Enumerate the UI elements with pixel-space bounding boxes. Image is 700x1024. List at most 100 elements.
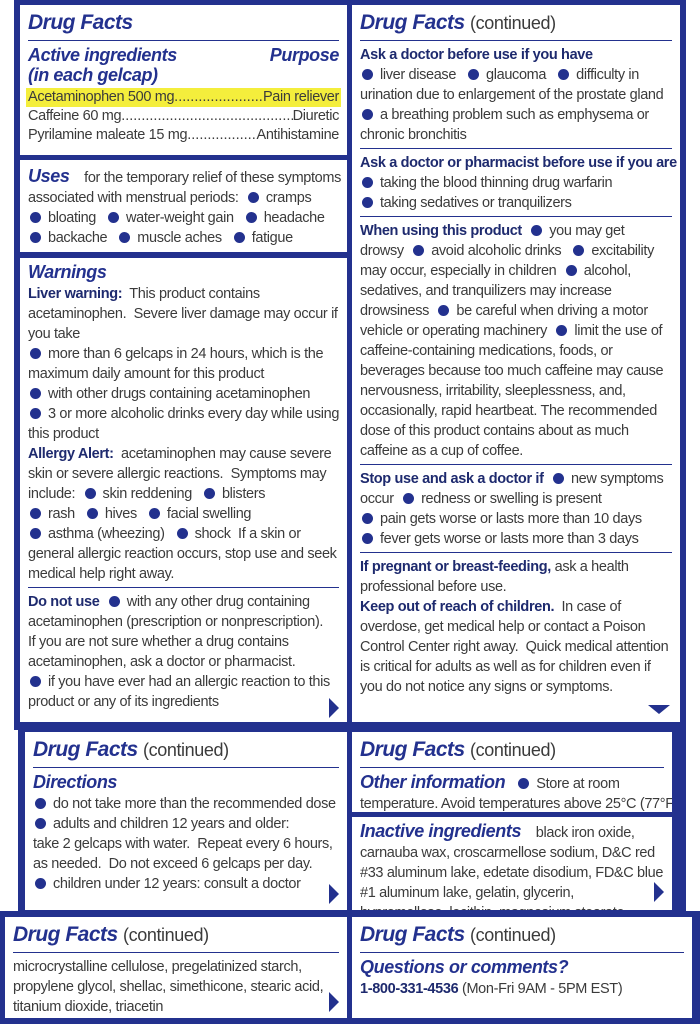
bullet-text: you may get [549,223,625,239]
inactive-ingredients-panel: Inactive ingredients black iron oxide, ca… [352,817,672,910]
continue-arrow-icon [329,698,339,718]
bullet-text: fever gets worse or lasts more than 3 da… [380,531,639,547]
bullet-text: skin reddening [102,486,193,502]
bullet-icon [30,408,41,419]
active-ingredient-row: Caffeine 60 mg Diuretic [26,107,341,126]
text-line: maximum daily amount for this product [28,364,339,384]
bold-label: Stop use and ask a doctor if [360,471,544,487]
body-text: acetaminophen (prescription or nonprescr… [28,614,324,630]
text-line: 1-800-331-4536 (Mon-Fri 9AM - 5PM EST) [360,979,684,999]
body-text: dose of this product contains about as m… [360,423,629,439]
bullet-icon [362,197,373,208]
bullet-icon [362,69,373,80]
bullet-icon [108,212,119,223]
bullet-icon [468,69,480,80]
continue-down-arrow-icon [648,705,670,714]
body-text: drowsy [360,243,412,259]
bullet-text: muscle aches [137,230,222,246]
section-heading: Inactive ingredients [360,821,522,841]
text-line: include: skin reddening blisters [28,484,339,504]
warnings-panel: Warnings Liver warning: This product cont… [20,258,347,722]
text-line: sedatives, and tranquilizers may increas… [360,281,672,301]
text-line: Allergy Alert: acetaminophen may cause s… [28,444,339,464]
panel-title: Drug Facts (continued) [360,923,556,946]
text-line: #1 aluminum lake, gelatin, glycerin, [360,883,664,903]
active-ingredient-row: Pyrilamine maleate 15 mg Antihistamine [26,126,341,145]
bullet-text: be careful when driving a motor [456,303,648,319]
text-line: caffeine-containing medications, foods, … [360,341,672,361]
section-divider [360,464,672,465]
section-heading: Uses [28,166,70,186]
text-line: taking the blood thinning drug warfarin [360,173,672,193]
bullet-text: adults and children 12 years and older: [53,816,290,832]
bullet-text: excitability [591,243,654,259]
continued-panel-right: Drug Facts (continued) Ask a doctor befo… [352,5,680,722]
text-line: Keep out of reach of children. In case o… [360,597,672,617]
text-line: skin or severe allergic reactions. Sympt… [28,464,339,484]
text-line: take 2 gelcaps with water. Repeat every … [33,834,339,854]
text-line: Inactive ingredients black iron oxide, [360,821,664,843]
body-text: may occur, especially in children [360,263,564,279]
body-text: for the temporary relief of these sympto… [69,170,342,186]
body-text: sedatives, and tranquilizers may increas… [360,283,612,299]
body-text: (Mon-Fri 9AM - 5PM EST) [458,981,623,997]
bullet-icon [30,508,41,519]
text-line: adults and children 12 years and older: [33,814,339,834]
bullet-icon [518,778,530,789]
body-text: black iron oxide, [521,825,635,841]
bullet-icon [362,513,373,524]
bullet-icon [531,225,543,236]
bold-label: When using this product [360,223,522,239]
bold-label: 1-800-331-4536 [360,981,459,997]
body-text [544,471,551,487]
text-line: Warnings [28,262,339,284]
text-line: backache muscle aches fatigue [28,228,339,248]
section-divider [360,148,672,149]
text-line: chronic bronchitis [360,125,672,145]
bold-label: Do not use [28,594,100,610]
bullet-text: fatigue [251,230,293,246]
text-line: you do not notice any signs or symptoms. [360,677,672,697]
bullet-icon [35,798,46,809]
bullet-text: with any other drug containing [126,594,310,610]
divider [360,40,672,41]
body-text [99,594,106,610]
bold-label: Ask a doctor before use if you have [360,47,593,63]
bullet-icon [362,533,373,544]
text-line: medical help right away. [28,564,339,584]
text-line: overdose, get medical help or contact a … [360,617,672,637]
bullet-icon [245,212,257,223]
panel-title: Drug Facts [28,11,133,34]
section-heading: Other information [360,772,506,792]
active-ingredients-subheading: (in each gelcap) [28,65,158,85]
bullet-text: 3 or more alcoholic drinks every day whi… [48,406,340,422]
body-text [522,223,529,239]
text-line: temperature. Avoid temperatures above 25… [360,794,672,812]
active-ingredients-panel: Drug Facts Active ingredients Purpose (in… [20,5,347,155]
text-line: caffeine as a cup of coffee. [360,441,672,461]
bullet-icon [362,109,373,120]
other-information-panel: Drug Facts (continued) Other information… [352,732,672,812]
bullet-icon [30,212,41,223]
text-line: drowsy avoid alcoholic drinks excitabilit… [360,241,672,261]
text-line: more than 6 gelcaps in 24 hours, which i… [28,344,339,364]
bullet-text: blisters [221,486,266,502]
bullet-text: asthma (wheezing) [48,526,165,542]
bullet-icon [556,325,568,336]
text-line: do not take more than the recommended do… [33,794,339,814]
section-heading: Questions or comments? [360,957,569,977]
bullet-icon [35,818,46,829]
text-line: pain gets worse or lasts more than 10 da… [360,509,672,529]
text-line: a breathing problem such as emphysema or [360,105,672,125]
panel-title: Drug Facts (continued) [360,738,556,761]
text-line: product or any of its ingredients [28,692,339,712]
bullet-icon [86,508,98,519]
body-text: caffeine-containing medications, foods, … [360,343,613,359]
body-text: If a skin or [230,526,301,542]
bullet-icon [35,878,46,889]
text-line: #33 aluminum lake, edetate disodium, FD&… [360,863,664,883]
bullet-text: if you have ever had an allergic reactio… [48,674,330,690]
body-text: Control Center right away. Quick medical… [360,639,669,655]
bullet-text: alcohol, [583,263,632,279]
text-line: If you are not sure whether a drug conta… [28,632,339,652]
